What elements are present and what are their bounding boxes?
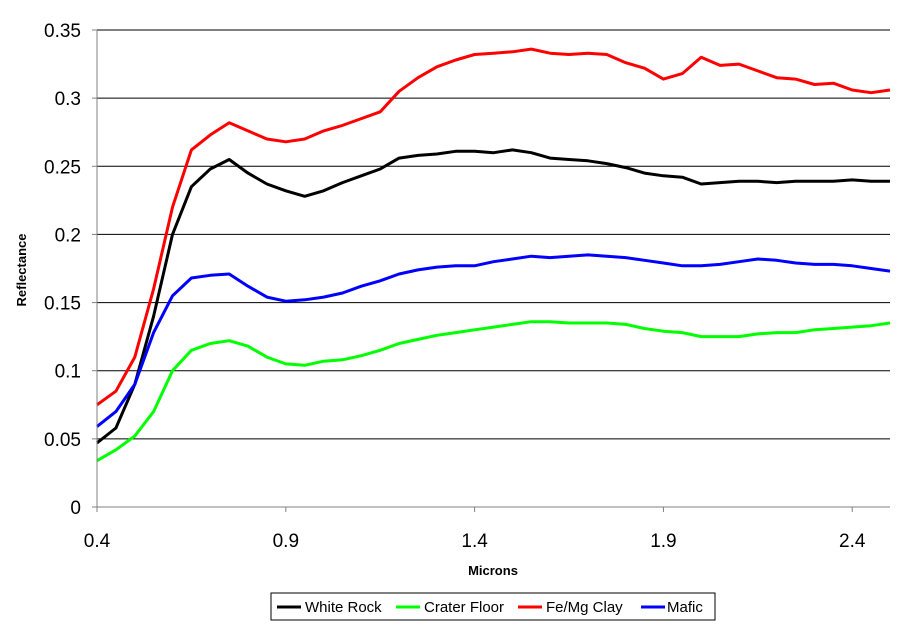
y-tick-label-7: 0.35: [44, 21, 81, 42]
y-tick-label-0: 0: [70, 498, 81, 519]
x-axis-title: Microns: [468, 563, 518, 578]
x-tick-label-3: 1.9: [650, 531, 676, 552]
legend-label-white-rock: White Rock: [305, 599, 382, 616]
y-tick-label-3: 0.15: [44, 294, 81, 315]
legend-label-fe-mg-clay: Fe/Mg Clay: [546, 599, 623, 616]
y-tick-label-4: 0.2: [55, 225, 81, 246]
x-tick-label-4: 2.4: [839, 531, 866, 552]
x-tick-label-1: 0.9: [273, 531, 299, 552]
x-tick-label-0: 0.4: [84, 531, 111, 552]
series-line-crater-floor: [96, 320, 891, 462]
legend: White Rock Crater Floor Fe/Mg Clay Mafic: [270, 592, 716, 621]
series-line-mafic: [96, 253, 891, 428]
y-tick-label-2: 0.1: [55, 362, 81, 383]
y-tick-label-1: 0.05: [44, 430, 81, 451]
series-line-fe-mg-clay: [96, 47, 891, 407]
x-tick-labels: 0.4 0.9 1.4 1.9 2.4: [84, 531, 866, 552]
series-lines: [96, 47, 891, 462]
axes: [92, 29, 890, 512]
gridlines: [97, 29, 890, 440]
series-line-white-rock: [96, 148, 890, 445]
y-tick-label-5: 0.25: [44, 157, 81, 178]
legend-label-crater-floor: Crater Floor: [424, 599, 504, 616]
legend-label-mafic: Mafic: [667, 599, 703, 616]
x-tick-label-2: 1.4: [461, 531, 488, 552]
y-axis-title: Reflectance: [14, 234, 29, 307]
y-tick-labels: 0 0.05 0.1 0.15 0.2 0.25 0.3 0.35: [44, 21, 81, 519]
y-tick-label-6: 0.3: [55, 89, 81, 110]
